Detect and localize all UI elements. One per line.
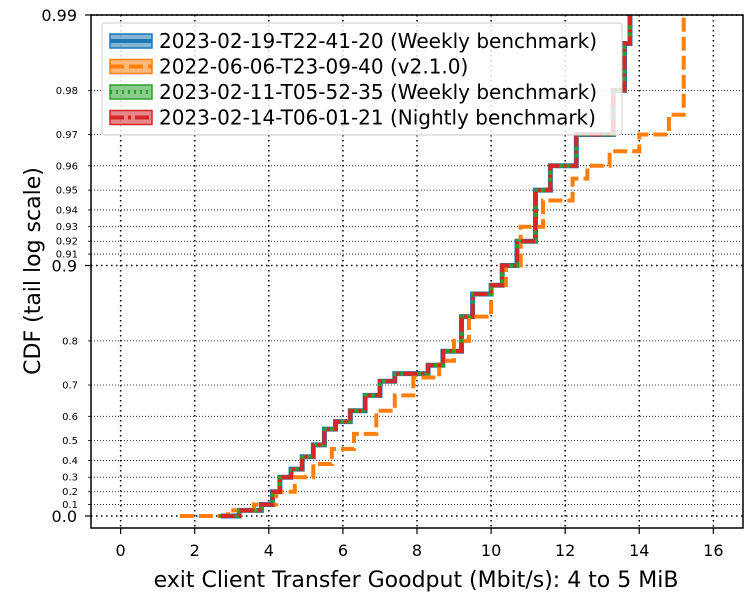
y-tick-label-minor: 0.96 bbox=[56, 161, 78, 172]
x-tick-label: 16 bbox=[703, 541, 723, 560]
y-tick-label-major: 0.9 bbox=[52, 257, 77, 276]
legend-label-2: 2022-06-06-T23-09-40 (v2.1.0) bbox=[159, 55, 468, 79]
y-tick-label-minor: 0.94 bbox=[56, 205, 78, 216]
y-tick-label-minor: 0.92 bbox=[56, 237, 78, 248]
x-tick-label: 0 bbox=[116, 541, 126, 560]
x-tick-label: 14 bbox=[629, 541, 649, 560]
x-tick-label: 6 bbox=[338, 541, 348, 560]
y-axis-label: CDF (tail log scale) bbox=[21, 167, 46, 375]
series-line-2 bbox=[179, 15, 686, 518]
x-tick-label: 2 bbox=[190, 541, 200, 560]
y-tick-label-major: 0.99 bbox=[41, 6, 77, 25]
y-tick-label-minor: 0.97 bbox=[56, 130, 78, 141]
series-line-4 bbox=[220, 15, 632, 518]
x-axis-ticks: 0 2 4 6 8 10 12 14 16 bbox=[116, 528, 724, 560]
y-tick-label-minor: 0.91 bbox=[56, 250, 78, 261]
y-tick-label-minor: 0.8 bbox=[62, 336, 78, 347]
x-tick-label: 12 bbox=[555, 541, 575, 560]
y-tick-label-minor: 0.1 bbox=[62, 500, 78, 511]
y-tick-label-minor: 0.98 bbox=[56, 86, 78, 97]
y-tick-label-minor: 0.3 bbox=[62, 473, 78, 484]
x-tick-label: 8 bbox=[412, 541, 422, 560]
y-tick-label-minor: 0.93 bbox=[56, 222, 78, 233]
y-tick-label-major: 0.0 bbox=[52, 507, 77, 526]
legend-label-1: 2023-02-19-T22-41-20 (Weekly benchmark) bbox=[159, 29, 597, 53]
legend-box bbox=[101, 22, 623, 136]
legend-label-4: 2023-02-14-T06-01-21 (Nightly benchmark) bbox=[159, 106, 596, 130]
x-tick-label: 10 bbox=[481, 541, 501, 560]
y-axis-ticks: 0.0 0.9 0.99 0.1 0.2 0.3 0.4 0.5 0.6 0.7 0.8 0.91 0.… bbox=[41, 6, 91, 526]
y-tick-label-minor: 0.2 bbox=[62, 487, 78, 498]
y-tick-label-minor: 0.95 bbox=[56, 186, 78, 197]
y-tick-label-minor: 0.4 bbox=[62, 456, 78, 467]
y-tick-label-minor: 0.5 bbox=[62, 436, 78, 447]
legend: 2023-02-19-T22-41-20 (Weekly benchmark)2… bbox=[101, 22, 623, 136]
y-tick-label-minor: 0.6 bbox=[62, 412, 78, 423]
y-tick-label-minor: 0.7 bbox=[62, 381, 78, 392]
series-lines bbox=[179, 13, 686, 519]
x-axis-label: exit Client Transfer Goodput (Mbit/s): 4… bbox=[154, 568, 679, 593]
grid bbox=[91, 14, 743, 528]
legend-label-3: 2023-02-11-T05-52-35 (Weekly benchmark) bbox=[159, 80, 597, 104]
x-tick-label: 4 bbox=[264, 541, 274, 560]
